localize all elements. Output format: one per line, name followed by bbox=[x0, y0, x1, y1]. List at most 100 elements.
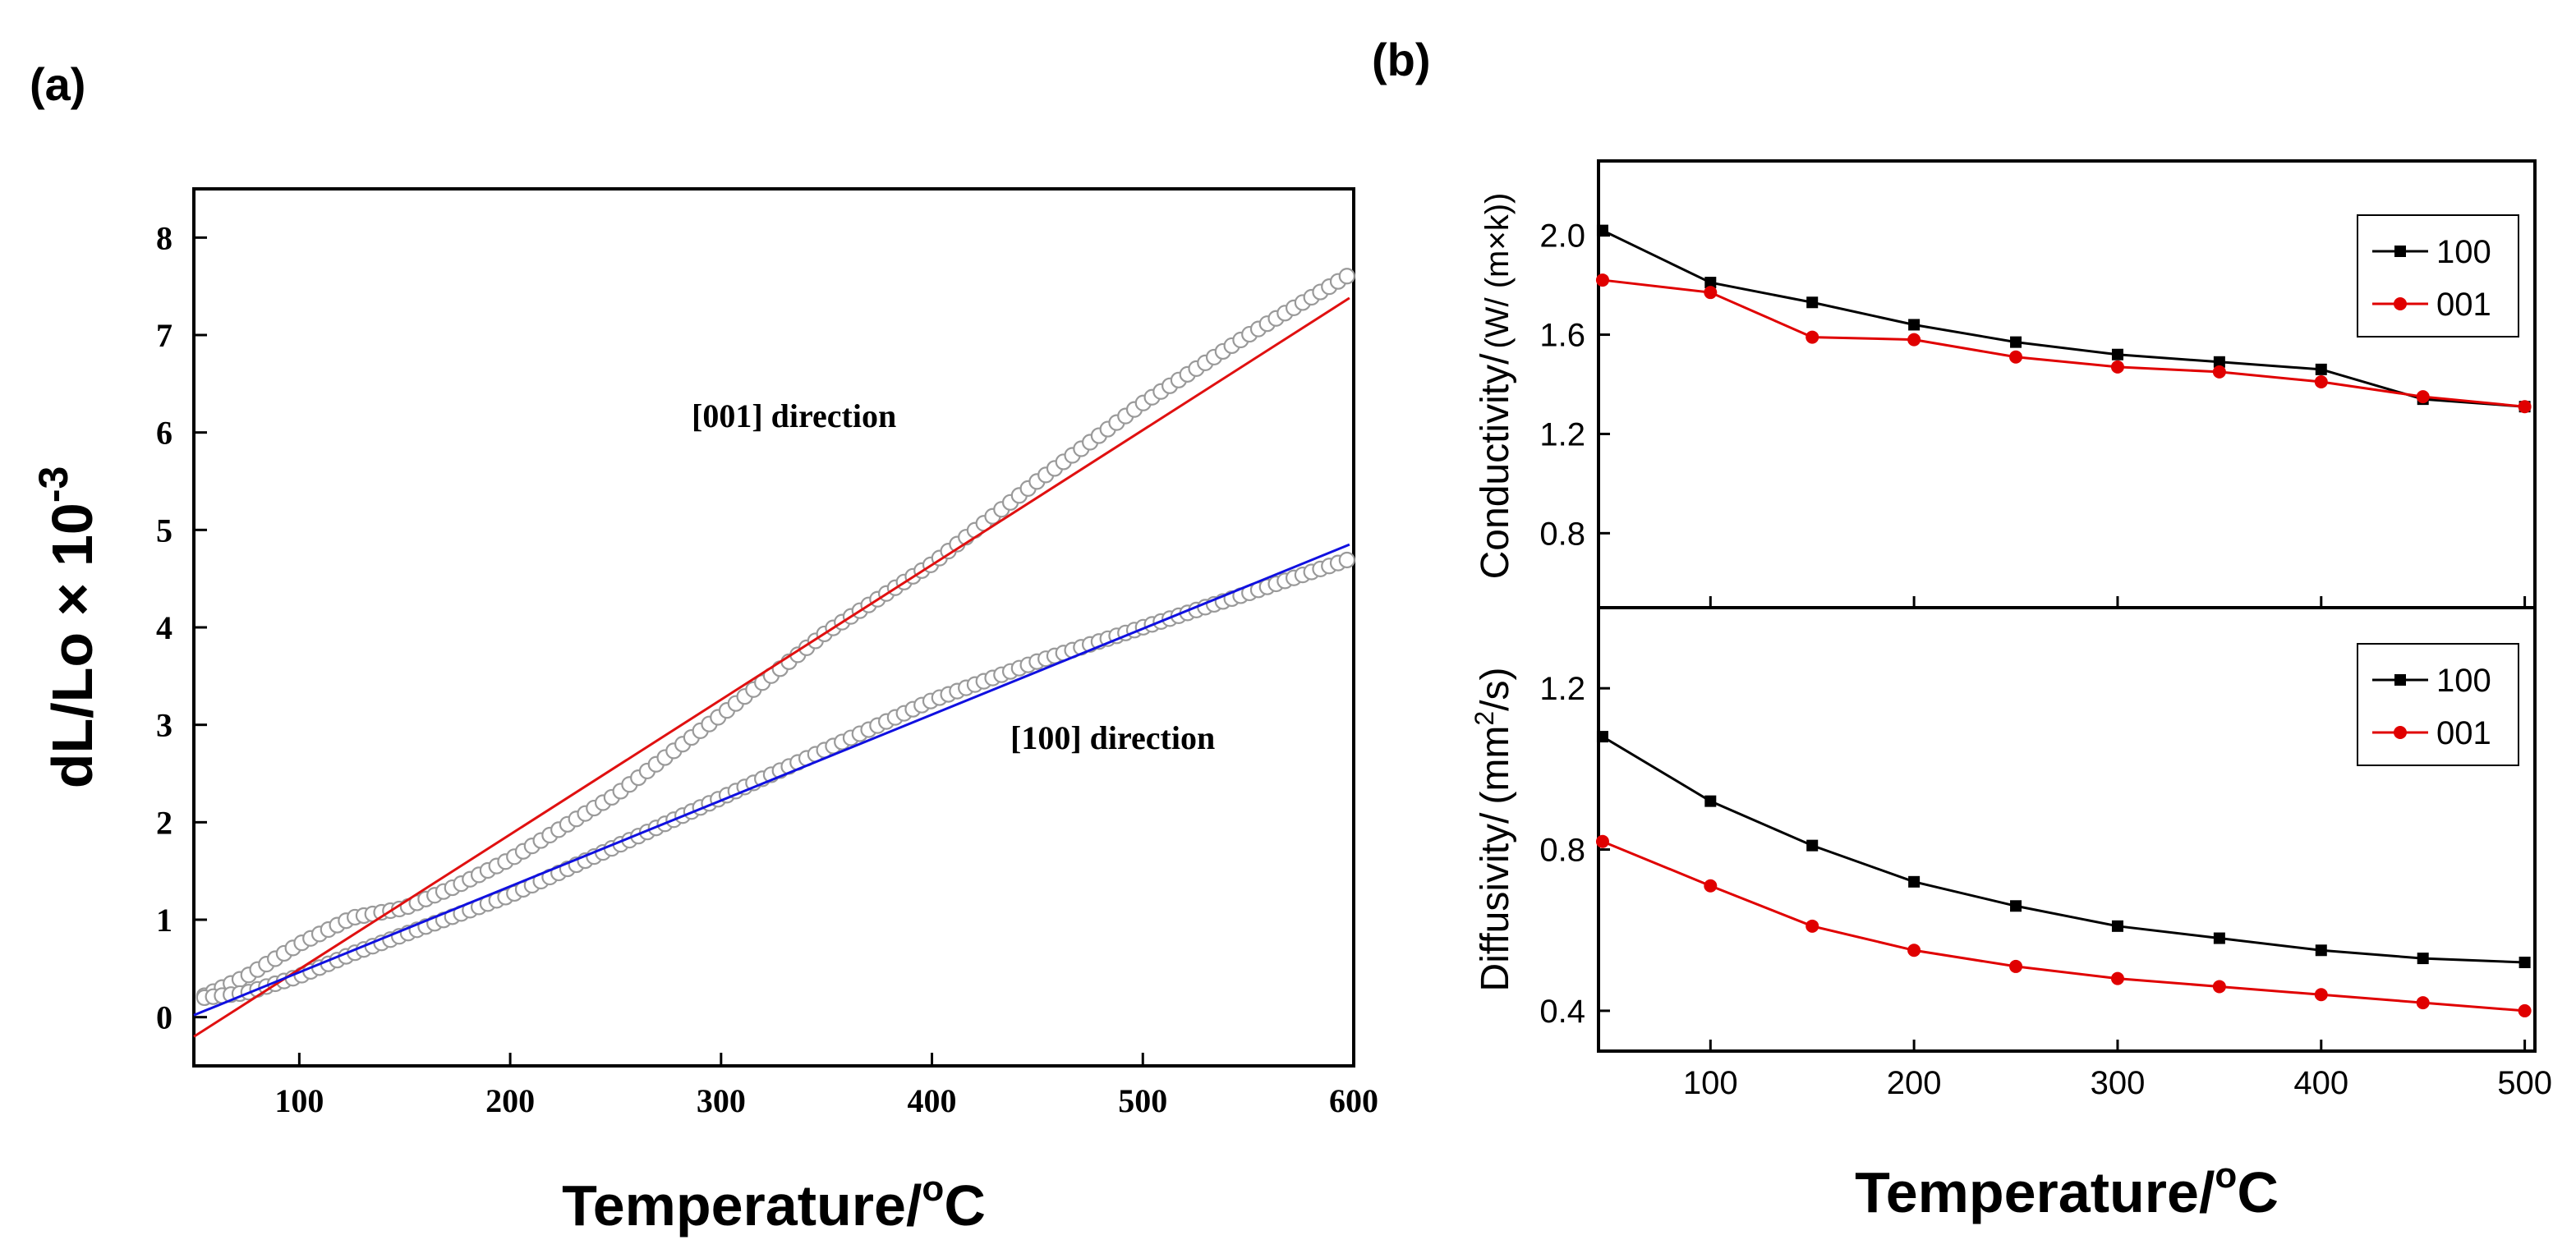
plot-b-point-circle bbox=[2416, 390, 2430, 404]
plot-b-legend-box bbox=[2357, 214, 2519, 338]
plot-b-series-line bbox=[1602, 278, 2525, 408]
plot-b-point-circle bbox=[1806, 330, 1819, 344]
plot-b-point-square bbox=[2213, 932, 2225, 944]
plot-b2-ylabel-text: Diffusivity/ bbox=[1474, 812, 1517, 991]
plot-b-point-square bbox=[1596, 731, 1608, 743]
plot-a-ytick-label: 1 bbox=[156, 902, 172, 939]
plot-b-point-circle bbox=[1704, 286, 1718, 300]
plot-b2-ylabel-unit-end: /s) bbox=[1474, 668, 1517, 711]
plot-b-legend-label: 001 bbox=[2436, 287, 2491, 323]
plot-b-point-square bbox=[2010, 336, 2022, 348]
plot-b-point-circle bbox=[2212, 365, 2226, 379]
plot-b-point-circle bbox=[1907, 944, 1921, 957]
plot-b-ytick-label: 1.2 bbox=[1539, 416, 1585, 452]
plot-b-point-square bbox=[2315, 944, 2327, 957]
annotation-100-direction: [100] direction bbox=[1010, 719, 1215, 756]
plot-a-ytick-label: 5 bbox=[156, 512, 172, 549]
plot-a-xtick-label: 600 bbox=[1329, 1082, 1378, 1119]
plot-a-xlabel-text: Temperature/ bbox=[562, 1173, 922, 1238]
plot-b-ytick-label: 1.2 bbox=[1539, 671, 1585, 707]
plot-b-legend-label: 001 bbox=[2436, 715, 2491, 751]
plot-b-legend-box bbox=[2357, 643, 2519, 766]
plot-b-xtick-label: 500 bbox=[2497, 1065, 2552, 1101]
plot-a-xlabel-unit: C bbox=[944, 1173, 986, 1238]
plot-a-frame bbox=[192, 187, 1355, 1068]
plot-b-ytick-label: 0.8 bbox=[1539, 833, 1585, 869]
plot-b2-series bbox=[1595, 731, 2532, 1017]
plot-b-point-circle bbox=[2212, 980, 2226, 994]
plot-b-point-square bbox=[1806, 839, 1819, 852]
plot-a-fit-line bbox=[193, 296, 1350, 1038]
panel-label-a: (a) bbox=[30, 58, 85, 110]
plot-a-fit-line bbox=[193, 543, 1350, 1017]
plot-b-point-square bbox=[2010, 900, 2022, 912]
plot-b1-ticks: 0.8 1.2 1.6 2.0 bbox=[1539, 218, 2527, 608]
plot-a-ytick-label: 0 bbox=[156, 999, 172, 1036]
plot-a-ylabel-sup: -3 bbox=[30, 466, 76, 503]
plot-b-xlabel-unit: C bbox=[2237, 1160, 2279, 1224]
plot-b2-ylabel-unit: (mm bbox=[1474, 726, 1517, 805]
plot-b1-ylabel-text: Conductivity/ bbox=[1474, 353, 1517, 579]
plot-b1-ylabel: Conductivity/ (W/ (m×k)) bbox=[1474, 193, 1517, 580]
plot-a-ticks: 100 200 300 400 500 600 0 1 2 3 4 5 6 7 8 bbox=[156, 219, 1378, 1119]
plot-b-point-circle bbox=[2518, 400, 2532, 414]
plot-b-series-line bbox=[1602, 840, 2525, 1013]
plot-a-ylabel: dL/Lo × 10-3 bbox=[30, 466, 104, 789]
plot-a-point bbox=[1338, 551, 1355, 569]
plot-b-point-square bbox=[2213, 356, 2225, 368]
plot-b-point-square bbox=[1908, 319, 1920, 331]
plot-b-point-square bbox=[1704, 795, 1717, 807]
plot-b-point-square bbox=[2315, 363, 2327, 375]
plot-b-series-line bbox=[1602, 229, 2525, 408]
plot-a-xtick-label: 400 bbox=[908, 1082, 957, 1119]
plot-a-ylabel-text: dL/Lo × 10 bbox=[40, 503, 104, 788]
annotation-001-direction: [001] direction bbox=[692, 397, 896, 434]
plot-b-xlabel-sup: o bbox=[2215, 1155, 2237, 1196]
plot-b1-series bbox=[1595, 224, 2532, 414]
plot-b-ytick-label: 1.6 bbox=[1539, 318, 1585, 354]
plot-b-xlabel-text: Temperature/ bbox=[1855, 1160, 2215, 1224]
plot-a-xtick-label: 200 bbox=[485, 1082, 535, 1119]
plot-a-ytick-label: 2 bbox=[156, 804, 172, 841]
plot-b-point-circle bbox=[1595, 834, 1609, 848]
plot-b-xtick-label: 100 bbox=[1683, 1065, 1738, 1101]
plot-b-xtick-label: 200 bbox=[1887, 1065, 1942, 1101]
plot-b-legend-marker bbox=[2394, 297, 2407, 310]
plot-b-ytick-label: 2.0 bbox=[1539, 218, 1585, 255]
plot-b-ytick-label: 0.8 bbox=[1539, 516, 1585, 552]
plot-a-scatter-series bbox=[196, 268, 1355, 1004]
plot-a-xtick-label: 300 bbox=[697, 1082, 746, 1119]
plot-b-point-square bbox=[2417, 953, 2429, 965]
plot-b2-ylabel: Diffusivity/ (mm2/s) bbox=[1470, 668, 1517, 992]
plot-b-point-circle bbox=[2110, 971, 2124, 985]
plot-b-xlabel: Temperature/oC bbox=[1855, 1155, 2279, 1224]
plot-a-xtick-label: 500 bbox=[1118, 1082, 1167, 1119]
plot-b-point-circle bbox=[2009, 350, 2023, 364]
plot-b-point-circle bbox=[2314, 374, 2328, 388]
plot-b-point-circle bbox=[2110, 360, 2124, 374]
panel-label-b: (b) bbox=[1372, 34, 1431, 85]
plot-a-xtick-label: 100 bbox=[274, 1082, 324, 1119]
plot-b-legend-label: 100 bbox=[2436, 234, 2491, 270]
plot-b-legend-marker bbox=[2394, 246, 2406, 257]
plot-a-xlabel-sup: o bbox=[922, 1169, 944, 1209]
plot-b-series-line bbox=[1602, 735, 2525, 964]
plot-a-xlabel: Temperature/oC bbox=[562, 1169, 986, 1238]
plot-b-point-circle bbox=[1595, 273, 1609, 287]
plot-a-ytick-label: 3 bbox=[156, 707, 172, 744]
plot-b-point-square bbox=[2111, 920, 2123, 932]
plot-a-ytick-label: 8 bbox=[156, 219, 172, 256]
plot-b-point-square bbox=[2518, 957, 2531, 968]
plot-b-legend-label: 100 bbox=[2436, 663, 2491, 699]
plot-b-legend-marker bbox=[2394, 726, 2407, 739]
plot-a: 100 200 300 400 500 600 0 1 2 3 4 5 6 7 8 [001] direct… bbox=[30, 187, 1378, 1238]
plot-b-legend-marker bbox=[2394, 674, 2406, 686]
plot-b-point-circle bbox=[2314, 988, 2328, 1002]
plot-b-point-square bbox=[1806, 296, 1819, 309]
plot-a-series bbox=[193, 268, 1355, 1038]
plot-b-point-square bbox=[1908, 875, 1920, 888]
plot-b-xtick-label: 300 bbox=[2091, 1065, 2146, 1101]
